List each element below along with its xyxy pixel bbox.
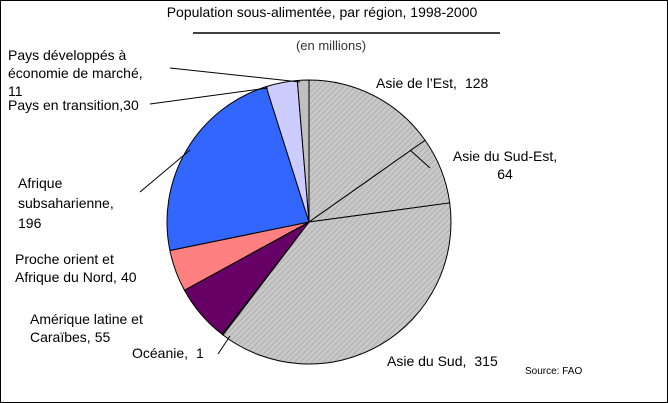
slice-label: Afrique subsaharienne, 196 (18, 175, 114, 231)
label-line: Proche orient et (15, 251, 114, 267)
pie-slice (308, 79, 426, 223)
leader-line (149, 87, 269, 105)
slice-label: Pays en transition,30 (8, 97, 139, 113)
pie (166, 79, 452, 365)
slice-category: Amérique latine et Caraïbes, (30, 311, 143, 345)
subtitle: (en millions) (296, 38, 366, 53)
slice-value: 196 (18, 215, 42, 231)
slice-category: Asie du Sud, (387, 353, 466, 369)
label-line: économie de marché, (8, 65, 143, 81)
slice-value: 40 (121, 269, 137, 285)
label-line: Océanie, (132, 345, 188, 361)
label-line: Afrique (18, 175, 63, 191)
slice-value: 55 (95, 329, 111, 345)
label-line: 64 (497, 166, 513, 182)
slice-label: Proche orient et Afrique du Nord, 40 (15, 251, 137, 285)
leader-line (409, 149, 431, 169)
pie-slice (166, 85, 310, 252)
slice-label: Océanie, 1 (132, 345, 204, 361)
slice-value: 315 (474, 353, 498, 369)
label-line: Asie du Sud-Est, (453, 148, 557, 164)
label-line: subsaharienne, (18, 195, 114, 211)
slice-label: Amérique latine et Caraïbes, 55 (30, 311, 143, 345)
slice-category: Proche orient et Afrique du Nord, (15, 251, 117, 285)
slice-category: Asie du Sud-Est, 64 (453, 148, 557, 182)
pie-slice (296, 79, 310, 223)
leader-line (217, 335, 231, 355)
label-line: Asie du Sud, (387, 353, 466, 369)
slice-category: Asie de l’Est, (376, 75, 457, 91)
slice-label: Asie du Sud-Est, 6464 (453, 148, 557, 182)
slice-category: Pays développés à économie de marché, (8, 47, 143, 81)
label-line: Amérique latine et (30, 311, 143, 327)
slice-category: Afrique subsaharienne, (18, 175, 114, 211)
label-line: Asie de l’Est, (376, 75, 457, 91)
slice-value: 11 (8, 83, 23, 99)
slice-label: Asie du Sud, 315 (387, 353, 498, 369)
chart-title: Population sous-alimentée, par région, 1… (167, 4, 478, 20)
leader-line (139, 149, 191, 193)
slice-value: 30 (123, 97, 139, 113)
slice-value: 1 (196, 345, 204, 361)
slice-value: 128 (465, 75, 489, 91)
leader-line (169, 67, 301, 83)
slice-category: Pays en transition, (8, 97, 123, 113)
pie-slice (222, 202, 452, 365)
label-line: Pays en transition, (8, 97, 123, 113)
label-line: Caraïbes, (30, 329, 91, 345)
slice-label: Asie de l’Est, 128 (376, 75, 489, 91)
label-line: Afrique du Nord, (15, 269, 117, 285)
label-line: Pays développés à (8, 47, 127, 63)
source: Source: FAO (525, 366, 582, 377)
slice-label: Pays développés à économie de marché, 11 (8, 47, 143, 99)
slice-category: Océanie, (132, 345, 188, 361)
